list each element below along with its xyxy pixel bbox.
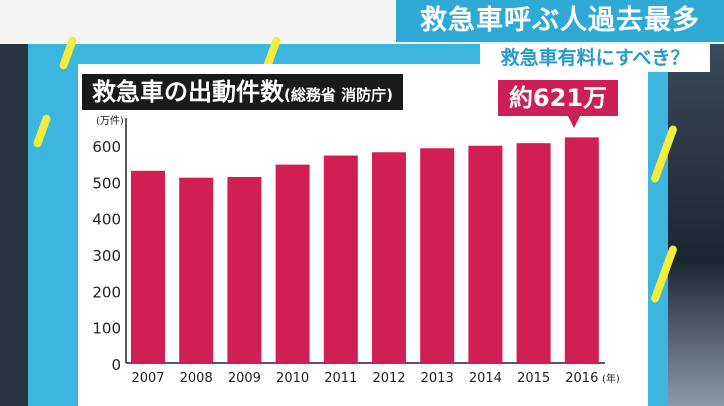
bar-2007	[131, 170, 165, 363]
bar-2011	[323, 155, 358, 363]
x-tick-label: 2007	[131, 371, 164, 386]
x-tick-label: 2011	[324, 371, 357, 386]
chart-source: (総務省 消防庁)	[284, 86, 393, 104]
x-tick-label: 2012	[372, 371, 405, 386]
bar-2013	[420, 148, 455, 363]
chart-panel	[78, 64, 648, 406]
bar-2015	[516, 143, 551, 363]
x-axis-label: (年)	[602, 372, 620, 385]
chart-title-text: 救急車の出動件数	[92, 78, 284, 106]
bar-2012	[372, 152, 406, 363]
headline-banner: 救急車呼ぶ人過去最多	[396, 0, 724, 42]
bar-2010	[275, 164, 310, 363]
y-tick-label: 300	[92, 247, 121, 265]
y-tick-label: 400	[92, 211, 121, 229]
x-tick-label: 2010	[276, 371, 309, 386]
y-tick-label: 600	[92, 138, 121, 156]
x-tick-label: 2008	[180, 371, 213, 386]
bar-2009	[227, 176, 262, 363]
y-tick-label: 100	[92, 320, 121, 338]
y-tick-label: 0	[111, 356, 121, 374]
x-tick-label: 2016	[565, 371, 598, 386]
y-tick-label: 200	[92, 283, 121, 301]
x-tick-label: 2009	[228, 371, 261, 386]
y-axis-label: (万件)	[96, 115, 124, 127]
bar-2016	[564, 137, 599, 363]
bar-2014	[468, 145, 503, 363]
y-tick-label: 500	[92, 174, 121, 192]
x-tick-label: 2014	[469, 371, 502, 386]
bar-2008	[179, 177, 214, 363]
subheadline-banner: 救急車有料にすべき？	[480, 44, 710, 72]
studio-background-right	[660, 44, 724, 406]
x-tick-label: 2015	[517, 371, 550, 386]
x-tick-label: 2013	[421, 371, 454, 386]
chart-title: 救急車の出動件数(総務省 消防庁)	[82, 74, 403, 110]
